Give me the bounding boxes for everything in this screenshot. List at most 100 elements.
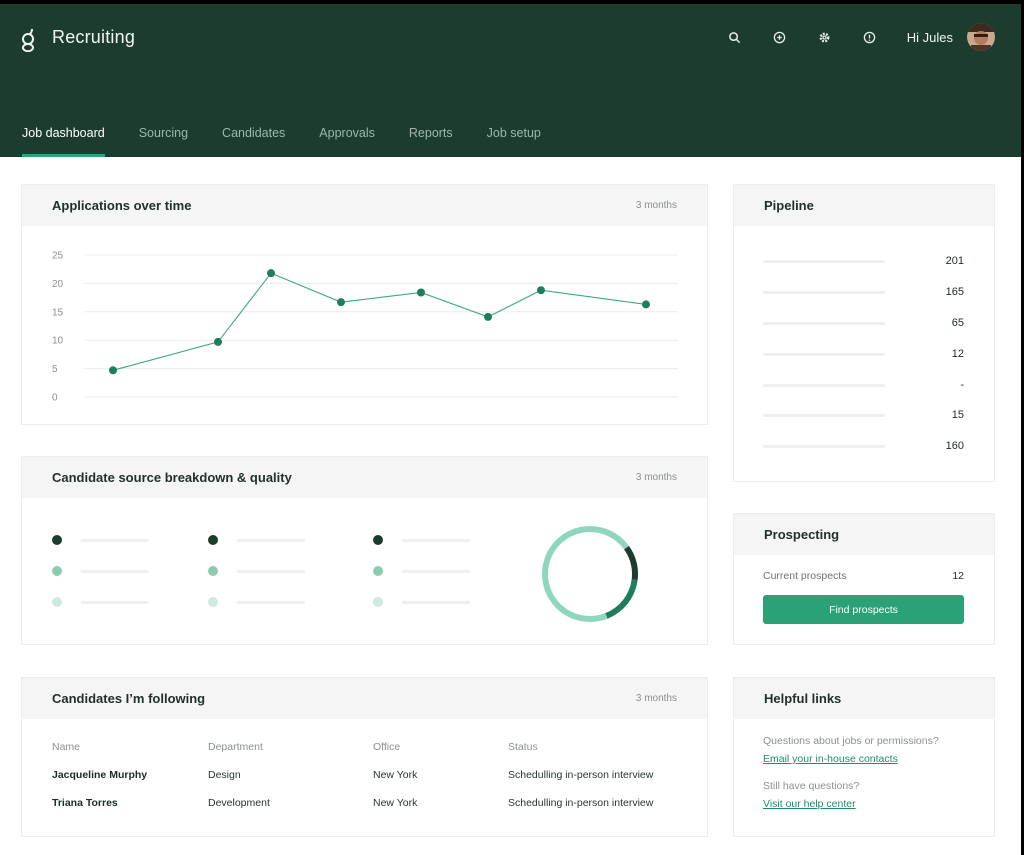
y-tick-label: 5 (52, 364, 58, 375)
source-card-header: Candidate source breakdown & quality 3 m… (22, 457, 707, 498)
tab-job-setup[interactable]: Job setup (486, 126, 541, 140)
data-point[interactable] (417, 288, 425, 297)
source-legend-item (208, 535, 305, 545)
source-legend-item (373, 566, 470, 576)
candidate-office: New York (373, 769, 418, 781)
main-tabs: Job dashboard Sourcing Candidates Approv… (22, 121, 575, 157)
pipeline-row[interactable]: 201 (763, 254, 964, 268)
legend-dot (373, 597, 383, 607)
pipeline-count: 65 (951, 317, 964, 329)
data-point[interactable] (537, 286, 545, 295)
pipeline-count: 15 (951, 409, 964, 421)
legend-dot (52, 535, 62, 545)
helpful-links-title: Helpful links (764, 691, 842, 706)
legend-line (237, 538, 305, 542)
pipeline-bar (763, 413, 885, 417)
data-point[interactable] (337, 298, 345, 307)
data-point[interactable] (484, 312, 492, 321)
legend-dot (52, 566, 62, 576)
legend-line (237, 569, 305, 573)
find-prospects-button[interactable]: Find prospects (763, 595, 964, 624)
brand[interactable]: Recruiting (20, 22, 135, 52)
legend-line (81, 600, 149, 604)
following-period[interactable]: 3 months (635, 693, 677, 704)
legend-dot (208, 566, 218, 576)
candidate-status: Schedulling in-person interview (508, 769, 654, 781)
app-window: Recruiting Hi Jules (0, 4, 1021, 855)
column-header-office[interactable]: Office (373, 741, 401, 753)
logo-icon (21, 28, 34, 52)
prospecting-card: Prospecting Current prospects 12 Find pr… (733, 513, 995, 645)
pipeline-bar (763, 352, 885, 356)
pipeline-card-header: Pipeline (734, 185, 994, 226)
source-period[interactable]: 3 months (635, 472, 677, 483)
legend-dot (208, 597, 218, 607)
pipeline-row[interactable]: 15 (763, 408, 964, 422)
applications-card: Applications over time 3 months 25 20 15 10… (21, 184, 708, 425)
current-prospects-row: Current prospects 12 (763, 570, 964, 582)
donut-segment-light[interactable] (542, 526, 638, 622)
source-legend-item (208, 597, 305, 607)
candidate-name-link[interactable]: Jacqueline Murphy (52, 769, 148, 781)
pipeline-bar (763, 259, 885, 263)
pipeline-row[interactable]: 12 (763, 347, 964, 361)
source-donut-chart (542, 526, 638, 622)
data-point[interactable] (109, 366, 117, 375)
settings-icon[interactable] (818, 30, 832, 44)
candidate-name-link[interactable]: Triana Torres (52, 797, 118, 809)
helpful-links-header: Helpful links (734, 678, 994, 719)
email-contacts-link[interactable]: Email your in-house contacts (763, 753, 898, 765)
column-header-department[interactable]: Department (208, 741, 263, 753)
source-legend-item (52, 535, 149, 545)
pipeline-row[interactable]: 65 (763, 316, 964, 330)
candidate-office: New York (373, 797, 418, 809)
pipeline-row[interactable]: 165 (763, 285, 964, 299)
legend-line (81, 538, 149, 542)
source-legend-item (208, 566, 305, 576)
applications-title: Applications over time (52, 198, 192, 213)
prospecting-title: Prospecting (764, 527, 840, 542)
legend-line (402, 538, 470, 542)
search-icon[interactable] (728, 30, 742, 44)
data-point[interactable] (214, 337, 222, 346)
pipeline-bar (763, 321, 885, 325)
series-line (112, 272, 647, 371)
y-tick-label: 15 (52, 307, 64, 318)
applications-period[interactable]: 3 months (635, 200, 677, 211)
current-prospects-label: Current prospects (763, 570, 847, 582)
plus-circle-icon[interactable] (773, 30, 787, 44)
legend-line (237, 600, 305, 604)
legend-dot (52, 597, 62, 607)
pipeline-count: 160 (945, 440, 964, 452)
legend-line (81, 569, 149, 573)
help-icon[interactable] (863, 30, 877, 44)
avatar[interactable] (967, 23, 995, 51)
user-greeting: Hi Jules (906, 29, 953, 45)
pipeline-bar (763, 290, 885, 294)
tab-candidates[interactable]: Candidates (222, 126, 286, 140)
pipeline-count: - (960, 379, 964, 391)
data-point[interactable] (267, 269, 275, 278)
following-card: Candidates I’m following 3 months Name D… (21, 677, 708, 837)
tab-job-dashboard[interactable]: Job dashboard (22, 121, 105, 157)
column-header-name[interactable]: Name (52, 741, 81, 753)
candidate-status: Schedulling in-person interview (508, 797, 654, 809)
source-breakdown-card: Candidate source breakdown & quality 3 m… (21, 456, 708, 645)
tab-approvals[interactable]: Approvals (319, 126, 375, 140)
help-center-link[interactable]: Visit our help center (763, 798, 856, 810)
y-tick-label: 25 (52, 251, 64, 262)
source-title: Candidate source breakdown & quality (52, 470, 292, 485)
pipeline-row[interactable]: 160 (763, 439, 964, 453)
help-question-more: Still have questions? (763, 780, 860, 792)
column-header-status[interactable]: Status (508, 741, 538, 753)
tab-reports[interactable]: Reports (408, 126, 453, 140)
donut-segment-dark[interactable] (542, 526, 638, 622)
data-point[interactable] (642, 300, 650, 309)
pipeline-count: 201 (945, 255, 964, 267)
tab-sourcing[interactable]: Sourcing (138, 126, 189, 140)
pipeline-bar (763, 383, 885, 387)
following-card-header: Candidates I’m following 3 months (22, 678, 707, 719)
help-question-permissions: Questions about jobs or permissions? (763, 735, 939, 747)
pipeline-row[interactable]: - (763, 378, 964, 392)
applications-card-header: Applications over time 3 months (22, 185, 707, 226)
